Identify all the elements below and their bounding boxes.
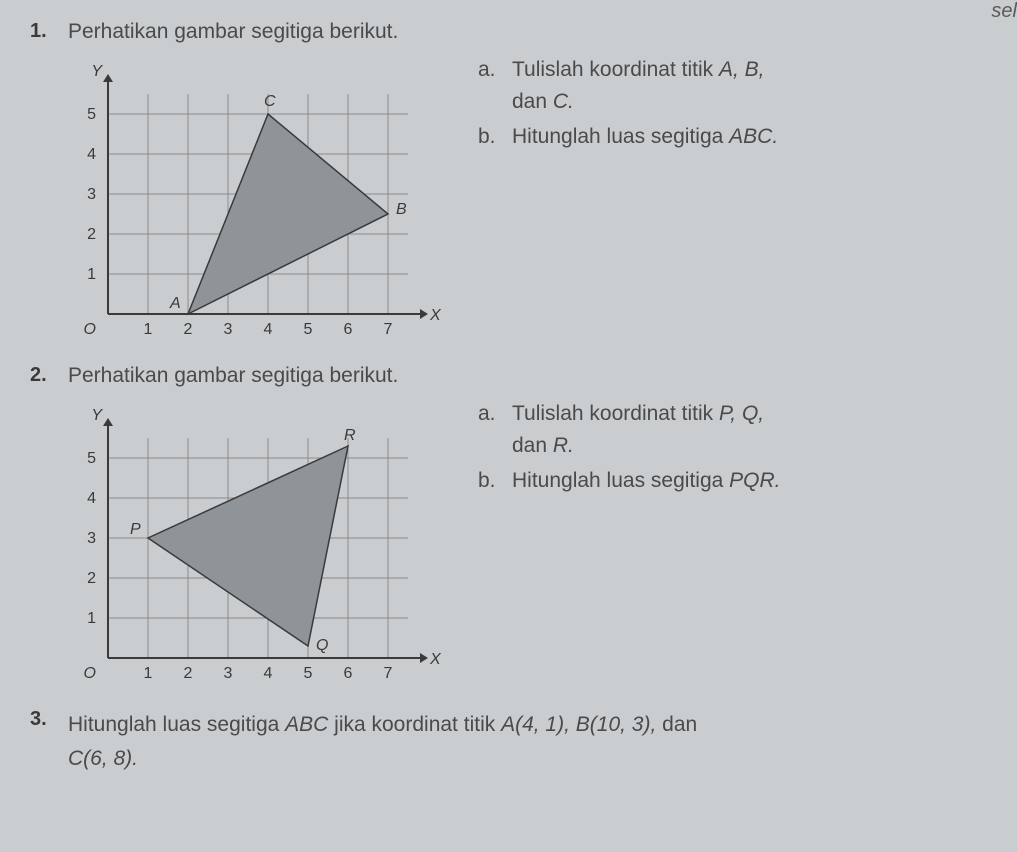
sub-b-label: b. bbox=[478, 121, 502, 153]
svg-text:4: 4 bbox=[264, 321, 273, 338]
svg-text:1: 1 bbox=[87, 610, 96, 627]
svg-text:4: 4 bbox=[87, 490, 96, 507]
sub-a-vars: A, B, bbox=[719, 58, 765, 81]
svg-text:7: 7 bbox=[384, 321, 393, 338]
svg-text:A: A bbox=[169, 295, 181, 312]
svg-text:5: 5 bbox=[87, 106, 96, 123]
problem-1-sub-b: b. Hitunglah luas segitiga ABC. bbox=[478, 121, 987, 153]
svg-text:1: 1 bbox=[87, 266, 96, 283]
p3-t1: Hitunglah luas segitiga bbox=[68, 713, 285, 736]
p3-v3: C(6, 8). bbox=[68, 747, 138, 770]
problem-2-number: 2. bbox=[30, 364, 58, 688]
svg-text:Y: Y bbox=[91, 63, 103, 80]
svg-text:P: P bbox=[130, 521, 141, 538]
svg-text:X: X bbox=[429, 307, 442, 324]
problem-2: 2. Perhatikan gambar segitiga berikut. 1… bbox=[30, 364, 987, 688]
sub-a-var-c: C. bbox=[553, 90, 574, 113]
svg-text:O: O bbox=[84, 665, 96, 682]
problem-2-chart: 1 2 3 4 5 6 7 1 2 3 4 5 O X Y P Q R bbox=[68, 398, 448, 688]
svg-text:2: 2 bbox=[87, 226, 96, 243]
p3-t2: jika koordinat titik bbox=[328, 713, 501, 736]
svg-text:2: 2 bbox=[184, 321, 193, 338]
page-corner-text: sel bbox=[991, 0, 1017, 23]
problem-2-sub-b: b. Hitunglah luas segitiga PQR. bbox=[478, 465, 987, 497]
svg-text:4: 4 bbox=[264, 665, 273, 682]
svg-text:Y: Y bbox=[91, 407, 103, 424]
svg-text:C: C bbox=[264, 93, 276, 110]
svg-text:3: 3 bbox=[224, 665, 233, 682]
sub-a-text-2: Tulislah koordinat titik bbox=[512, 402, 719, 425]
svg-text:5: 5 bbox=[304, 665, 313, 682]
sub-a-label: a. bbox=[478, 54, 502, 117]
svg-text:1: 1 bbox=[144, 665, 153, 682]
sub-b-var-2: PQR. bbox=[729, 469, 780, 492]
svg-text:4: 4 bbox=[87, 146, 96, 163]
svg-text:1: 1 bbox=[144, 321, 153, 338]
svg-text:5: 5 bbox=[87, 450, 96, 467]
svg-text:2: 2 bbox=[184, 665, 193, 682]
svg-text:3: 3 bbox=[87, 186, 96, 203]
sub-a-label-2: a. bbox=[478, 398, 502, 461]
sub-a-vars-2: P, Q, bbox=[719, 402, 764, 425]
sub-b-text: Hitunglah luas segitiga bbox=[512, 125, 729, 148]
sub-b-text-2: Hitunglah luas segitiga bbox=[512, 469, 729, 492]
sub-b-var: ABC. bbox=[729, 125, 778, 148]
sub-a-var-r: R. bbox=[553, 434, 574, 457]
problem-3-number: 3. bbox=[30, 708, 58, 775]
svg-text:X: X bbox=[429, 651, 442, 668]
svg-text:Q: Q bbox=[316, 637, 328, 654]
svg-text:6: 6 bbox=[344, 321, 353, 338]
svg-text:7: 7 bbox=[384, 665, 393, 682]
p3-v1: ABC bbox=[285, 713, 328, 736]
svg-text:O: O bbox=[84, 321, 96, 338]
problem-1-chart: 1 2 3 4 5 6 7 1 2 3 4 5 O X Y A B C bbox=[68, 54, 448, 344]
sub-a-trailing: dan bbox=[512, 90, 553, 113]
sub-b-label-2: b. bbox=[478, 465, 502, 497]
svg-text:5: 5 bbox=[304, 321, 313, 338]
svg-text:R: R bbox=[344, 427, 356, 444]
svg-text:B: B bbox=[396, 201, 407, 218]
p3-t3: dan bbox=[656, 713, 697, 736]
svg-text:3: 3 bbox=[224, 321, 233, 338]
problem-1-intro: Perhatikan gambar segitiga berikut. bbox=[68, 20, 987, 44]
p3-v2: A(4, 1), B(10, 3), bbox=[501, 713, 656, 736]
problem-1-sub-a: a. Tulislah koordinat titik A, B, dan C. bbox=[478, 54, 987, 117]
svg-text:6: 6 bbox=[344, 665, 353, 682]
problem-1-number: 1. bbox=[30, 20, 58, 344]
problem-3: 3. Hitunglah luas segitiga ABC jika koor… bbox=[30, 708, 987, 775]
svg-text:2: 2 bbox=[87, 570, 96, 587]
svg-text:3: 3 bbox=[87, 530, 96, 547]
sub-a-text: Tulislah koordinat titik bbox=[512, 58, 719, 81]
problem-2-intro: Perhatikan gambar segitiga berikut. bbox=[68, 364, 987, 388]
problem-2-sub-a: a. Tulislah koordinat titik P, Q, dan R. bbox=[478, 398, 987, 461]
problem-1: 1. Perhatikan gambar segitiga berikut. 1… bbox=[30, 20, 987, 344]
sub-a-trailing-2: dan bbox=[512, 434, 553, 457]
